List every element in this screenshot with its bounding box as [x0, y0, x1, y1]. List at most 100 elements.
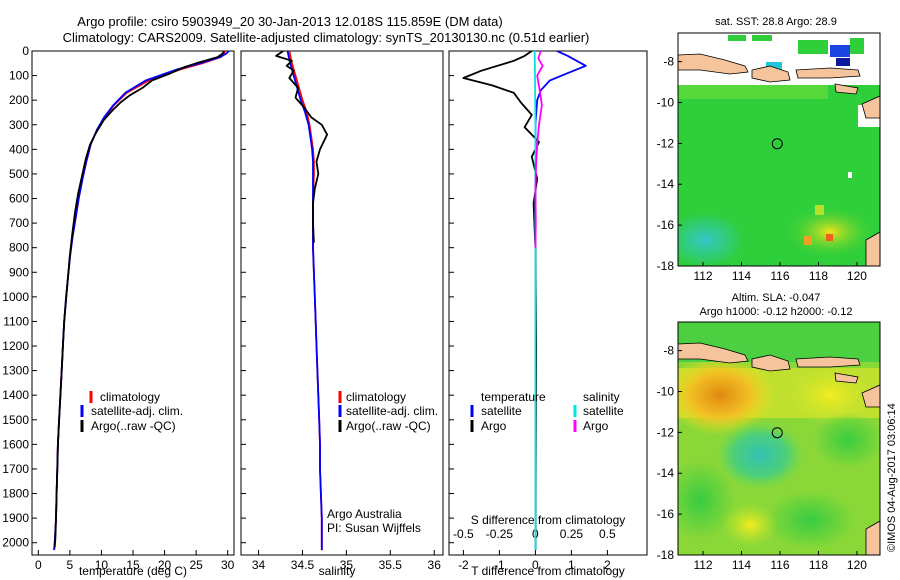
sst-warm-pixel	[815, 205, 824, 215]
sst-cold-pixel	[836, 58, 850, 66]
sst-cold-pixel	[830, 45, 850, 57]
sst-map-field	[678, 33, 880, 266]
operator-annotation: Argo Australia	[327, 507, 402, 521]
x-tick-label: 36	[428, 558, 442, 572]
map-x-tick-label: 116	[770, 558, 789, 572]
y-tick-label: 2000	[2, 536, 29, 550]
lombok-land	[751, 354, 791, 372]
x-tick-label: 1	[568, 558, 575, 572]
sst-hot-pixel	[804, 236, 812, 245]
t-difference-xlabel: T difference from climatology	[471, 564, 625, 578]
sst-warm-band	[678, 85, 828, 99]
y-tick-label: 1200	[2, 339, 29, 353]
pi-annotation: PI: Susan Wijffels	[327, 521, 421, 535]
x-tick-label: 35.5	[379, 558, 403, 572]
s-tick-label: -0.5	[453, 527, 474, 541]
sla-low-patch	[813, 412, 880, 468]
y-tick-label: 500	[9, 167, 29, 181]
sst-pixel	[752, 35, 772, 41]
y-tick-label: 1100	[3, 314, 29, 328]
salinity-panel: 34 34.5 35 35.5 36 salinity climatology sate…	[240, 50, 444, 578]
temperature-legend: climatology satellite-adj. clim. Argo(..…	[80, 390, 183, 433]
legend-heading-salinity: salinity	[583, 390, 620, 404]
temperature-ticks: 0 5 10 15 20 25 300100200300400500600700800900…	[2, 44, 234, 572]
sst-map-panel: sat. SST: 28.8 Argo: 28.9	[657, 16, 881, 283]
y-tick-label: 1300	[2, 364, 29, 378]
x-tick-label: 20	[158, 558, 172, 572]
timor-land	[861, 384, 880, 408]
sst-pixel	[728, 35, 746, 41]
y-tick-label: 200	[9, 93, 29, 107]
map-x-tick-label: 118	[809, 269, 828, 283]
map-y-tick-label: -8	[663, 344, 674, 358]
y-tick-label: 1600	[2, 437, 29, 451]
y-tick-label: 800	[9, 241, 29, 255]
sla-map-frame	[677, 321, 881, 556]
sumba-land	[834, 83, 859, 95]
map-y-tick-label: -12	[657, 425, 675, 439]
legend-heading-temperature: temperature	[481, 390, 546, 404]
series-line-argo-raw-qc-	[275, 51, 329, 243]
map-y-tick-label: -18	[657, 548, 675, 562]
map-y-tick-label: -14	[657, 177, 675, 191]
sst-hot-pixel	[826, 234, 833, 241]
argo-location-marker	[771, 427, 783, 439]
sla-low-patch	[765, 490, 855, 550]
series-line-s-argo	[534, 51, 544, 248]
sst-pixel	[798, 40, 828, 54]
temperature-xlabel: temperature (deg C)	[79, 564, 187, 578]
map-y-tick-label: -10	[657, 95, 675, 109]
y-tick-label: 600	[9, 192, 29, 206]
sla-map-panel: Altim. SLA: -0.047 Argo h1000: -0.12 h20…	[657, 292, 881, 572]
y-tick-label: 300	[9, 118, 29, 132]
map-y-tick-label: -16	[657, 507, 675, 521]
y-tick-label: 700	[9, 216, 29, 230]
figure-title-line2: Climatology: CARS2009. Satellite-adjuste…	[63, 30, 590, 45]
sst-pixel	[850, 38, 864, 54]
sumbawa-land	[795, 356, 861, 368]
y-tick-label: 1800	[2, 487, 29, 501]
x-tick-label: 34.5	[291, 558, 315, 572]
legend-label-climatology: climatology	[100, 390, 160, 404]
x-tick-label: 34	[252, 558, 266, 572]
temperature-panel: 0 5 10 15 20 25 300100200300400500600700800900…	[2, 44, 234, 578]
sumbawa-land	[795, 67, 861, 79]
sla-high-eddy	[678, 355, 775, 435]
y-tick-label: 100	[9, 69, 29, 83]
sla-map-subtitle: Argo h1000: -0.12 h2000: -0.12	[700, 306, 853, 318]
x-tick-label: 25	[189, 558, 203, 572]
y-tick-label: 1700	[2, 462, 29, 476]
y-tick-label: 0	[22, 44, 29, 58]
map-x-tick-label: 112	[693, 269, 712, 283]
x-tick-label: 30	[221, 558, 235, 572]
y-tick-label: 900	[9, 265, 29, 279]
map-x-tick-label: 120	[847, 269, 867, 283]
map-x-tick-label: 116	[770, 269, 789, 283]
sst-cool-patch	[678, 212, 745, 266]
australia-land	[865, 231, 880, 266]
sla-map-ticks: 112 114 116 118 120 -8 -10 -12 -14 -16 -18	[657, 344, 868, 572]
series-line-argo-raw-qc-	[53, 51, 225, 548]
java-land	[678, 53, 749, 75]
temperature-axes-frame	[31, 50, 235, 556]
x-tick-label: 0	[35, 558, 42, 572]
sst-warm-patch	[782, 204, 878, 260]
argo-location-marker	[771, 138, 783, 150]
map-y-tick-label: -16	[657, 218, 675, 232]
sla-low-eddy	[715, 420, 805, 490]
map-y-tick-label: -18	[657, 259, 675, 273]
salinity-legend: climatology satellite-adj. clim. Argo(..…	[338, 390, 438, 433]
sla-map-field	[678, 322, 880, 555]
imos-credit: ©IMOS 04-Aug-2017 03:06:14	[886, 403, 898, 552]
map-y-tick-label: -10	[657, 384, 675, 398]
legend-label-satellite: satellite-adj. clim.	[91, 404, 183, 418]
map-x-tick-label: 114	[732, 558, 751, 572]
x-tick-label: 15	[126, 558, 140, 572]
difference-lines	[462, 51, 587, 551]
map-y-tick-label: -8	[663, 55, 674, 69]
map-y-tick-label: -14	[657, 466, 675, 480]
y-tick-label: 400	[9, 142, 29, 156]
s-difference-label: S difference from climatology	[471, 513, 626, 527]
salinity-xlabel: salinity	[319, 564, 356, 578]
